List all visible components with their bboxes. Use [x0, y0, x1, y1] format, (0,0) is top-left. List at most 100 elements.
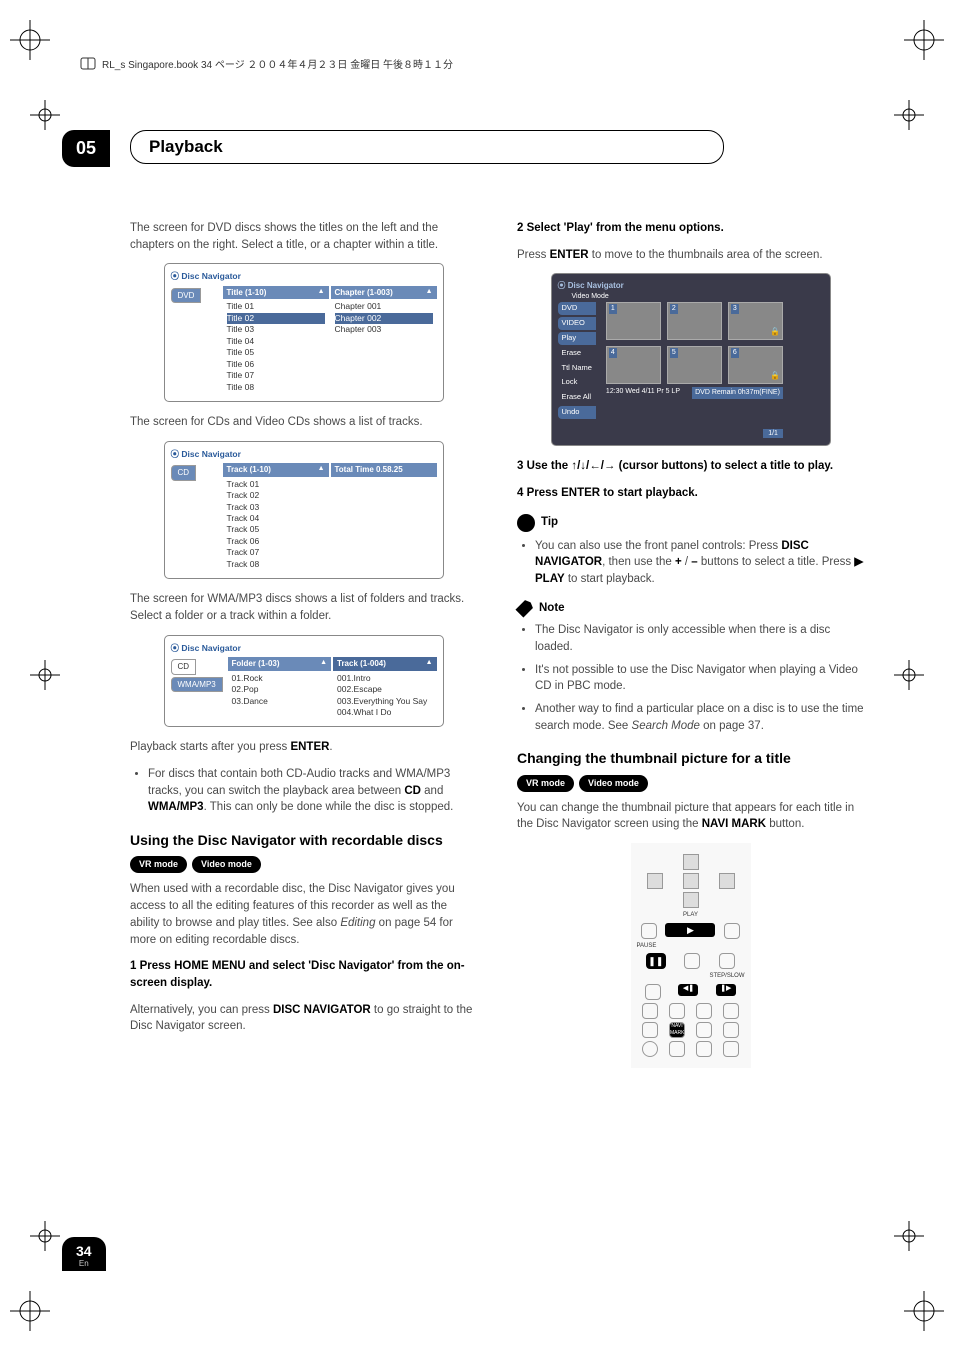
- thumbnail-tile[interactable]: 6🔒: [728, 346, 783, 384]
- disc-navigator-dvd: ⦿ Disc Navigator DVD Title (1-10)▲ Title…: [164, 263, 444, 402]
- nav-label: Disc Navigator: [181, 449, 241, 459]
- nav-tab-dvd[interactable]: DVD: [171, 288, 202, 304]
- list-item[interactable]: 003.Everything You Say: [337, 696, 433, 707]
- remote-button[interactable]: [684, 953, 700, 969]
- nav-up-button[interactable]: [683, 854, 699, 870]
- thumbnail-tile[interactable]: 4: [606, 346, 661, 384]
- nav-tab-cd[interactable]: CD: [171, 465, 197, 481]
- thumbnail-tile[interactable]: 2: [667, 302, 722, 340]
- col-header: Chapter (1-003): [335, 287, 393, 299]
- up-icon[interactable]: ▲: [426, 287, 433, 299]
- remote-button[interactable]: [723, 1022, 739, 1038]
- nav-enter-button[interactable]: [683, 873, 699, 889]
- thumb-sidebar-item[interactable]: Play: [558, 332, 596, 345]
- list-item[interactable]: Title 06: [227, 359, 325, 370]
- remote-button[interactable]: [669, 1003, 685, 1019]
- reg-mark-icon: [30, 1221, 60, 1251]
- list-item[interactable]: Track 07: [227, 547, 325, 558]
- remote-button[interactable]: [696, 1022, 712, 1038]
- remote-button[interactable]: [696, 1003, 712, 1019]
- body-text: Alternatively, you can press DISC NAVIGA…: [130, 1002, 477, 1035]
- list-item[interactable]: Track 03: [227, 502, 325, 513]
- remote-button[interactable]: [669, 1041, 685, 1057]
- step-label: STEP/SLOW: [637, 972, 745, 981]
- list-item[interactable]: Title 07: [227, 370, 325, 381]
- chapter-number: 05: [62, 130, 110, 167]
- nav-label: Disc Navigator: [568, 281, 624, 290]
- col-header: Track (1-004): [337, 658, 386, 670]
- disc-navigator-wma: ⦿ Disc Navigator CD WMA/MP3 Folder (1-03…: [164, 635, 444, 728]
- nav-right-button[interactable]: [719, 873, 735, 889]
- thumb-sidebar-item[interactable]: Ttl Name: [558, 362, 596, 375]
- list-item[interactable]: Track 05: [227, 524, 325, 535]
- list-item[interactable]: Title 04: [227, 336, 325, 347]
- nav-icon: ⦿: [171, 449, 180, 459]
- list-item[interactable]: Title 03: [227, 324, 325, 335]
- body-text: Playback starts after you press ENTER.: [130, 739, 477, 756]
- thumbnail-tile[interactable]: 1: [606, 302, 661, 340]
- bullet-item: For discs that contain both CD-Audio tra…: [148, 766, 477, 816]
- thumb-sidebar-item[interactable]: DVD: [558, 302, 596, 315]
- remote-button[interactable]: [724, 923, 740, 939]
- up-icon[interactable]: ▲: [426, 658, 433, 670]
- list-item[interactable]: Track 06: [227, 536, 325, 547]
- remote-button[interactable]: [696, 1041, 712, 1057]
- reg-mark-icon: [894, 660, 924, 690]
- nav-left-button[interactable]: [647, 873, 663, 889]
- remote-button[interactable]: [719, 953, 735, 969]
- thumb-sidebar-item[interactable]: Lock: [558, 376, 596, 389]
- col-header: Track (1-10): [227, 464, 271, 476]
- status-text: 12:30 Wed 4/11 Pr 5 LP: [606, 387, 680, 399]
- list-item[interactable]: Track 01: [227, 479, 325, 490]
- list-item[interactable]: 004.What I Do: [337, 707, 433, 718]
- list-item[interactable]: 001.Intro: [337, 673, 433, 684]
- list-item[interactable]: Track 02: [227, 490, 325, 501]
- thumb-sidebar-item[interactable]: Erase: [558, 347, 596, 360]
- list-item[interactable]: 03.Dance: [232, 696, 328, 707]
- remote-button[interactable]: [645, 984, 661, 1000]
- remote-button[interactable]: [641, 923, 657, 939]
- thumbnail-tile[interactable]: 5: [667, 346, 722, 384]
- remote-button[interactable]: [642, 1003, 658, 1019]
- nav-down-button[interactable]: [683, 892, 699, 908]
- body-text: The screen for WMA/MP3 discs shows a lis…: [130, 591, 477, 624]
- list-item[interactable]: 01.Rock: [232, 673, 328, 684]
- list-item[interactable]: Title 01: [227, 301, 325, 312]
- list-item[interactable]: Chapter 003: [335, 324, 433, 335]
- list-item[interactable]: 002.Escape: [337, 684, 433, 695]
- remote-control: PLAY ▶ PAUSE ❚❚ STEP/SLOW ◀❚❚▶ NAVI MARK: [631, 843, 751, 1068]
- list-item[interactable]: Title 08: [227, 382, 325, 393]
- up-icon[interactable]: ▲: [318, 287, 325, 299]
- list-item[interactable]: Chapter 002: [335, 313, 433, 324]
- step-back-button[interactable]: ◀❚: [678, 984, 698, 996]
- up-icon[interactable]: ▲: [318, 464, 325, 476]
- up-icon[interactable]: ▲: [320, 658, 327, 670]
- vr-mode-badge: VR mode: [517, 775, 574, 792]
- nav-tab-wma[interactable]: WMA/MP3: [171, 677, 223, 693]
- thumb-sidebar-item[interactable]: Undo: [558, 406, 596, 419]
- body-text: You can change the thumbnail picture tha…: [517, 800, 864, 833]
- navi-mark-button[interactable]: NAVI MARK: [669, 1022, 685, 1038]
- thumbnail-tile[interactable]: 3🔒: [728, 302, 783, 340]
- remote-button[interactable]: [723, 1003, 739, 1019]
- list-item[interactable]: Chapter 001: [335, 301, 433, 312]
- right-column: 2 Select 'Play' from the menu options. P…: [517, 220, 864, 1078]
- pause-button[interactable]: ❚❚: [646, 953, 666, 969]
- list-item[interactable]: 02.Pop: [232, 684, 328, 695]
- thumb-sidebar-item[interactable]: VIDEO: [558, 317, 596, 330]
- remote-button[interactable]: [642, 1041, 658, 1057]
- list-item[interactable]: Track 08: [227, 559, 325, 570]
- thumb-sidebar-item[interactable]: Erase All: [558, 391, 596, 404]
- nav-tab-cd[interactable]: CD: [171, 659, 197, 675]
- list-item[interactable]: Track 04: [227, 513, 325, 524]
- remote-button[interactable]: [723, 1041, 739, 1057]
- vr-mode-badge: VR mode: [130, 856, 187, 873]
- list-item[interactable]: Title 02: [227, 313, 325, 324]
- remain-text: DVD Remain 0h37m(FINE): [692, 387, 783, 399]
- tip-heading: Tip: [517, 514, 864, 532]
- step-fwd-button[interactable]: ❚▶: [716, 984, 736, 996]
- mode-label: Video Mode: [572, 292, 824, 302]
- remote-button[interactable]: [642, 1022, 658, 1038]
- play-button[interactable]: ▶: [665, 923, 715, 937]
- list-item[interactable]: Title 05: [227, 347, 325, 358]
